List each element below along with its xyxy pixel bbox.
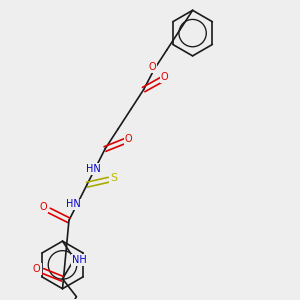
Text: O: O <box>161 72 168 82</box>
Text: S: S <box>110 173 117 183</box>
Text: O: O <box>33 264 40 274</box>
Text: O: O <box>125 134 133 144</box>
Text: HN: HN <box>86 164 101 174</box>
Text: O: O <box>39 202 47 212</box>
Text: O: O <box>148 62 156 72</box>
Text: HN: HN <box>66 200 80 209</box>
Text: NH: NH <box>72 255 87 265</box>
